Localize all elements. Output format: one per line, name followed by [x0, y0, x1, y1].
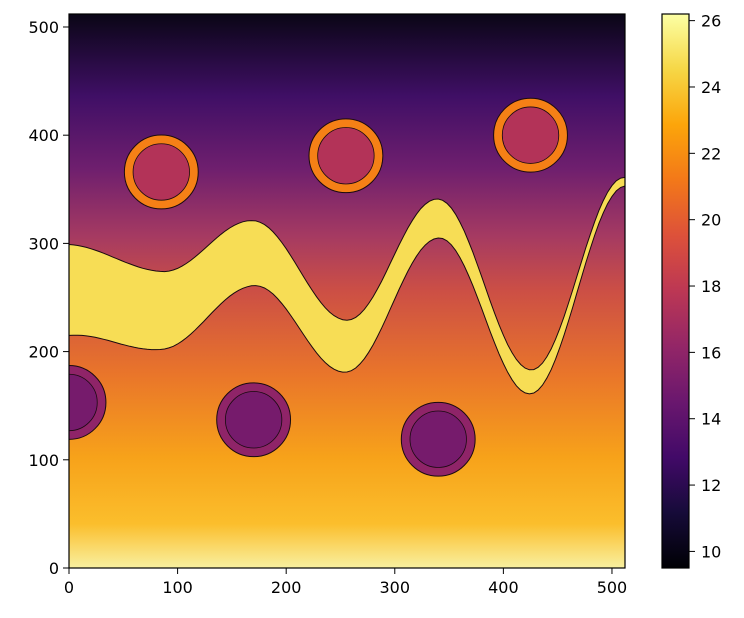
x-tick-label: 200	[271, 578, 302, 597]
y-tick-label: 400	[28, 126, 59, 145]
wavy-band	[69, 176, 625, 395]
y-tick-label: 200	[28, 343, 59, 362]
y-tick-label: 300	[28, 234, 59, 253]
circle-core-2	[501, 106, 560, 164]
colorbar-tick-label: 26	[701, 12, 721, 31]
circle-core-3	[69, 373, 98, 432]
x-tick-label: 300	[380, 578, 411, 597]
colorbar-tick-label: 20	[701, 211, 721, 230]
x-axis: 0 100 200 300 400 500	[64, 568, 627, 597]
colorbar-tick-label: 24	[701, 78, 721, 97]
colorbar-gradient	[662, 14, 689, 568]
circle-core-0	[132, 143, 190, 201]
colorbar-frame	[661, 13, 690, 569]
plot-frame	[68, 13, 626, 569]
x-tick-label: 400	[488, 578, 519, 597]
circle-core-1	[317, 127, 375, 185]
colorbar-tick-label: 14	[701, 410, 721, 429]
x-tick-label: 0	[64, 578, 74, 597]
plot-area	[69, 14, 625, 568]
colorbar-tick-label: 22	[701, 144, 721, 163]
y-tick-label: 500	[28, 18, 59, 37]
x-tick-label: 500	[597, 578, 628, 597]
circle-core-4	[224, 391, 283, 449]
colorbar-tick-label: 16	[701, 343, 721, 362]
colorbar: 10 12 14 16 18 20 22 24 26	[661, 12, 721, 569]
circle-core-5	[409, 410, 467, 468]
colorbar-tick-label: 10	[701, 542, 721, 561]
x-tick-label: 100	[162, 578, 193, 597]
y-tick-label: 100	[28, 451, 59, 470]
y-axis: 0 100 200 300 400 500	[28, 18, 69, 578]
colorbar-tick-label: 12	[701, 476, 721, 495]
y-tick-label: 0	[49, 559, 59, 578]
colorbar-tick-label: 18	[701, 277, 721, 296]
